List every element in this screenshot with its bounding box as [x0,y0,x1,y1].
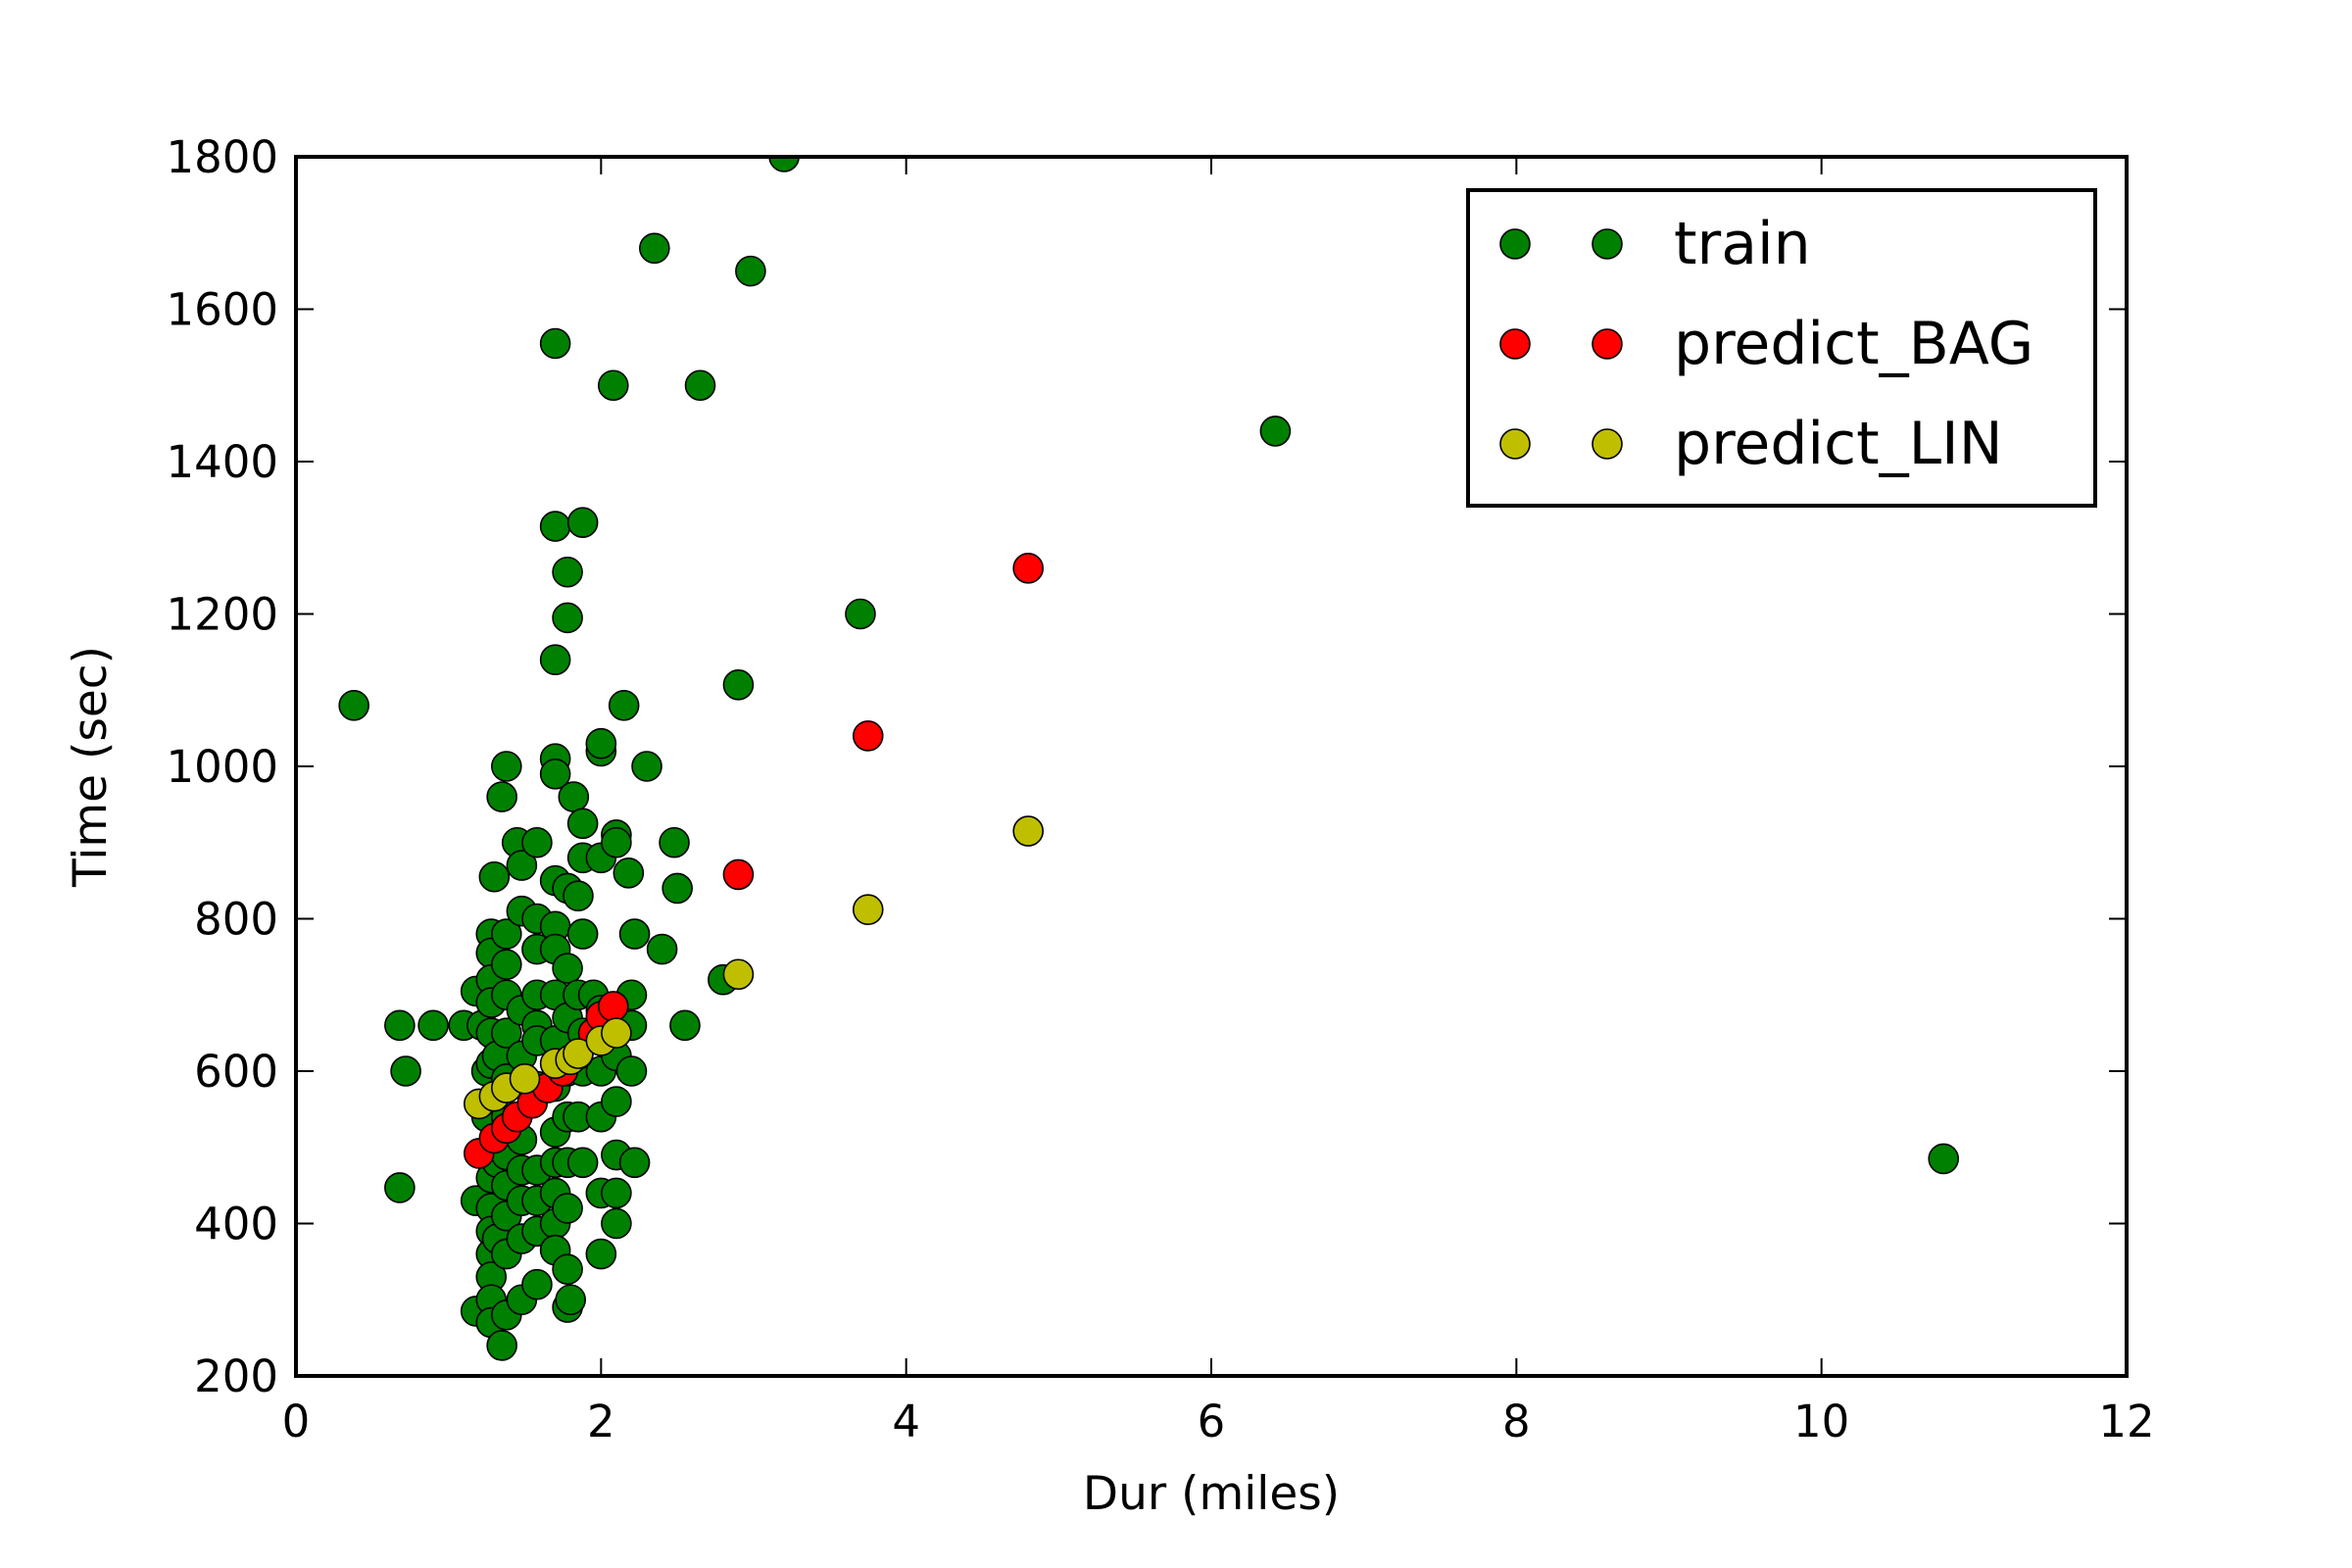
x-tick-label: 6 [1198,1396,1226,1447]
point-train [486,781,517,812]
point-predict-lin [722,958,755,991]
point-train [552,1253,583,1285]
y-tick-label: 1400 [166,436,278,488]
point-train [566,1147,599,1179]
point-train [566,507,599,539]
point-train [558,781,590,812]
point-train [566,918,599,950]
point-train [601,1207,632,1240]
point-train [601,1177,632,1209]
point-train [639,232,670,265]
point-predict-lin [1012,815,1044,847]
point-train [539,327,571,360]
point-train [585,727,617,760]
legend-box [1466,188,2097,508]
point-train [722,669,755,701]
point-train [491,751,522,782]
point-train [1928,1143,1959,1175]
point-train [735,255,766,287]
legend: train predict_BAG predict_LIN [1466,188,2097,508]
point-train [417,1009,449,1042]
point-train [608,689,640,721]
y-axis-label: Time (sec) [64,646,118,888]
point-train [1259,416,1292,447]
point-train [555,1284,587,1316]
point-train [552,602,583,634]
point-train [552,556,583,588]
legend-label-train: train [1674,210,1811,278]
point-train [601,826,632,858]
point-train [845,598,876,630]
y-tick-label: 600 [194,1046,278,1098]
legend-marker-train [1499,228,1531,260]
x-tick-label: 12 [2098,1396,2154,1447]
x-tick-label: 4 [892,1396,920,1447]
x-tick-label: 0 [282,1396,311,1447]
y-tick-label: 1200 [166,589,278,641]
point-train [618,918,651,950]
point-train [563,880,594,911]
point-train [384,1172,416,1203]
point-train [597,369,629,402]
point-predict-lin [509,1062,541,1095]
y-tick-label: 1000 [166,741,278,793]
point-train [631,751,662,782]
point-predict-lin [601,1017,632,1049]
data-points-layer [338,157,1959,1361]
point-train [506,850,538,881]
legend-marker-predict-lin [1499,428,1531,460]
point-predict-lin [852,894,884,925]
point-train [521,826,553,858]
point-train [585,1238,617,1270]
point-train [662,872,693,905]
point-train [478,860,511,893]
point-predict-bag [597,991,629,1022]
point-train [491,918,522,950]
point-train [659,826,690,858]
point-train [521,1268,553,1300]
point-train [486,1330,517,1361]
point-train [552,953,583,984]
x-tick-label: 8 [1502,1396,1531,1447]
point-train [390,1055,421,1087]
point-train [491,1017,522,1049]
point-train [612,858,645,889]
point-train [618,1147,651,1179]
legend-marker-predict-lin [1592,428,1623,460]
y-tick-label: 1600 [166,284,278,336]
point-train [566,808,599,840]
legend-label-predict-lin: predict_LIN [1674,410,2003,478]
point-train [669,1009,701,1042]
y-tick-label: 800 [194,894,278,946]
legend-marker-predict-bag [1499,328,1531,360]
point-train [338,689,369,721]
legend-marker-predict-bag [1592,328,1623,360]
y-tick-label: 400 [194,1199,278,1250]
legend-marker-train [1592,228,1623,260]
x-tick-label: 2 [587,1396,615,1447]
point-train [491,949,522,980]
x-tick-label: 10 [1793,1396,1849,1447]
point-train [539,758,571,790]
point-train [601,1086,632,1117]
point-train [684,369,716,402]
point-train [615,1055,648,1087]
point-train [539,644,571,675]
point-train [539,511,571,542]
point-predict-bag [1012,553,1044,584]
y-tick-label: 200 [194,1350,278,1402]
point-train [768,157,800,172]
x-axis-label: Dur (miles) [1083,1467,1340,1521]
point-train [384,1009,416,1042]
point-predict-bag [722,858,755,891]
point-train [552,1193,583,1224]
axis-ticks-layer: 0 2 4 6 8 10 12 200 400 600 800 1000 1200 1400 1600 180… [166,131,2154,1447]
point-train [646,933,678,965]
legend-label-predict-bag: predict_BAG [1674,310,2034,378]
y-tick-label: 1800 [166,131,278,183]
point-predict-bag [852,720,884,752]
